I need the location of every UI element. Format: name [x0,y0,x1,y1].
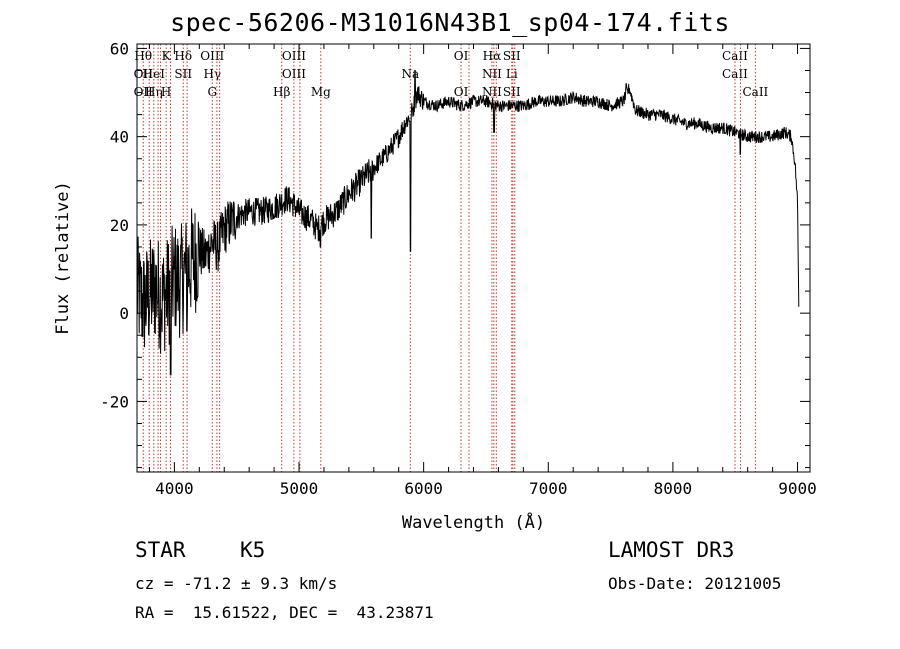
obs-date: Obs-Date: 20121005 [608,574,782,593]
spectral-line-label: OII [134,85,154,99]
spectral-line-label: Hη [145,85,163,99]
spectral-line-label: Hβ [273,85,290,99]
spectral-line-label: Li [506,67,518,81]
plot-frame [136,43,811,473]
y-axis-label: Flux (relative) [53,181,73,335]
x-tick-label: 4000 [155,479,194,498]
spectral-line-label: Hθ [134,49,152,63]
y-tick-label: -20 [100,392,129,411]
spectral-line-label: CaII [722,67,748,81]
spectral-line-label: CaII [742,85,768,99]
spectral-line-label: OIII [282,49,306,63]
spectral-line-label: OIII [200,49,224,63]
x-tick-label: 8000 [654,479,693,498]
spectral-line-label: SII [174,67,192,81]
x-tick-label: 7000 [529,479,568,498]
spectral-line-label: H [161,85,171,99]
y-tick-label: 20 [110,216,129,235]
x-tick-label: 9000 [778,479,817,498]
redshift-text: cz = -71.2 ± 9.3 km/s [135,574,338,593]
spectral-line-label: NII [482,67,502,81]
spectral-line-label: K [162,49,172,63]
spectral-line-label: CaII [722,49,748,63]
spectral-line-label: OI [454,49,469,63]
y-tick-label: 0 [119,304,129,323]
object-subclass: K5 [240,538,266,562]
spectral-line-label: Mg [311,85,331,99]
spectral-line-label: HeI [143,67,166,81]
coordinates-text: RA = 15.61522, DEC = 43.23871 [135,603,434,622]
x-tick-label: 5000 [280,479,319,498]
survey-name: LAMOST DR3 [608,538,735,562]
x-tick-label: 6000 [404,479,443,498]
spectral-line-label: OIII [282,67,306,81]
spectral-line-label: OI [454,85,469,99]
spectral-line-label: Hα [483,49,502,63]
y-tick-label: 40 [110,128,129,147]
spectral-line-label: SII [503,49,521,63]
spectral-line-label: NII [482,85,502,99]
x-axis-label: Wavelength (Å) [402,511,545,533]
spectral-line-label: SII [503,85,521,99]
chart-title: spec-56206-M31016N43B1_sp04-174.fits [170,8,730,37]
spectral-line-label: Hδ [174,49,192,63]
spectral-line-label: Na [401,67,419,81]
object-class: STAR [135,538,186,562]
spectral-line-label: Hγ [203,67,221,81]
y-tick-label: 60 [110,39,129,58]
flux-series [136,70,800,376]
spectral-line-label: G [207,85,217,99]
